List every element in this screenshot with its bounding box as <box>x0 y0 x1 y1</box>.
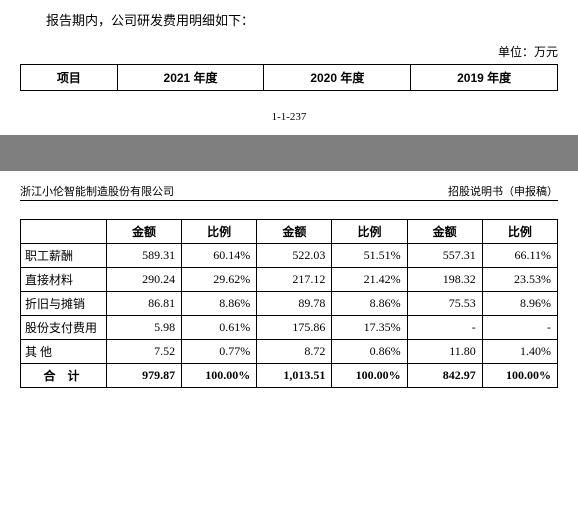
sub-col-ratio-2: 比例 <box>332 220 407 244</box>
cell: 5.98 <box>106 316 181 340</box>
cell: 66.11% <box>482 244 557 268</box>
unit-label: 单位：万元 <box>20 43 558 60</box>
sub-col-ratio-1: 比例 <box>182 220 257 244</box>
table-row: 其 他 7.52 0.77% 8.72 0.86% 11.80 1.40% <box>21 340 558 364</box>
cell: - <box>407 316 482 340</box>
cell: 290.24 <box>106 268 181 292</box>
cell: 89.78 <box>257 292 332 316</box>
cell: 17.35% <box>332 316 407 340</box>
page-divider <box>0 135 578 171</box>
cell: 100.00% <box>332 364 407 388</box>
row-label: 直接材料 <box>21 268 107 292</box>
cell: 60.14% <box>182 244 257 268</box>
document-title: 招股说明书（申报稿） <box>448 183 558 199</box>
expense-detail-table: 金额 比例 金额 比例 金额 比例 职工薪酬 589.31 60.14% 522… <box>20 219 558 388</box>
sub-col-ratio-3: 比例 <box>482 220 557 244</box>
cell: 8.72 <box>257 340 332 364</box>
table-subheader-row: 金额 比例 金额 比例 金额 比例 <box>21 220 558 244</box>
sub-col-amount-2: 金额 <box>257 220 332 244</box>
bottom-section: 浙江小伦智能制造股份有限公司 招股说明书（申报稿） 金额 比例 金额 比例 金额… <box>0 173 578 406</box>
cell: 51.51% <box>332 244 407 268</box>
cell: 29.62% <box>182 268 257 292</box>
company-name: 浙江小伦智能制造股份有限公司 <box>20 183 174 199</box>
col-2020: 2020 年度 <box>264 65 411 91</box>
cell: 175.86 <box>257 316 332 340</box>
row-label: 其 他 <box>21 340 107 364</box>
col-2021: 2021 年度 <box>117 65 264 91</box>
cell: 8.96% <box>482 292 557 316</box>
table-row: 职工薪酬 589.31 60.14% 522.03 51.51% 557.31 … <box>21 244 558 268</box>
cell: 0.86% <box>332 340 407 364</box>
cell: 75.53 <box>407 292 482 316</box>
table-row: 折旧与摊销 86.81 8.86% 89.78 8.86% 75.53 8.96… <box>21 292 558 316</box>
col-2019: 2019 年度 <box>411 65 558 91</box>
cell: 0.61% <box>182 316 257 340</box>
cell: 522.03 <box>257 244 332 268</box>
cell: 100.00% <box>482 364 557 388</box>
intro-text: 报告期内，公司研发费用明细如下： <box>20 10 558 29</box>
table-row: 股份支付费用 5.98 0.61% 175.86 17.35% - - <box>21 316 558 340</box>
document-header: 浙江小伦智能制造股份有限公司 招股说明书（申报稿） <box>20 183 558 201</box>
cell: - <box>482 316 557 340</box>
row-label: 职工薪酬 <box>21 244 107 268</box>
cell: 21.42% <box>332 268 407 292</box>
cell: 1.40% <box>482 340 557 364</box>
cell: 11.80 <box>407 340 482 364</box>
cell: 589.31 <box>106 244 181 268</box>
sub-col-blank <box>21 220 107 244</box>
cell: 8.86% <box>182 292 257 316</box>
cell: 557.31 <box>407 244 482 268</box>
table-row: 直接材料 290.24 29.62% 217.12 21.42% 198.32 … <box>21 268 558 292</box>
total-label: 合计 <box>21 364 107 388</box>
cell: 0.77% <box>182 340 257 364</box>
cell: 23.53% <box>482 268 557 292</box>
sub-col-amount-1: 金额 <box>106 220 181 244</box>
cell: 100.00% <box>182 364 257 388</box>
cell: 842.97 <box>407 364 482 388</box>
row-label: 折旧与摊销 <box>21 292 107 316</box>
cell: 979.87 <box>106 364 181 388</box>
cell: 8.86% <box>332 292 407 316</box>
year-header-table: 项目 2021 年度 2020 年度 2019 年度 <box>20 64 558 91</box>
top-section: 报告期内，公司研发费用明细如下： 单位：万元 项目 2021 年度 2020 年… <box>0 0 578 133</box>
sub-col-amount-3: 金额 <box>407 220 482 244</box>
page-number: 1-1-237 <box>20 111 558 123</box>
cell: 1,013.51 <box>257 364 332 388</box>
row-label: 股份支付费用 <box>21 316 107 340</box>
cell: 217.12 <box>257 268 332 292</box>
cell: 86.81 <box>106 292 181 316</box>
cell: 198.32 <box>407 268 482 292</box>
table-total-row: 合计 979.87 100.00% 1,013.51 100.00% 842.9… <box>21 364 558 388</box>
col-project: 项目 <box>21 65 118 91</box>
cell: 7.52 <box>106 340 181 364</box>
